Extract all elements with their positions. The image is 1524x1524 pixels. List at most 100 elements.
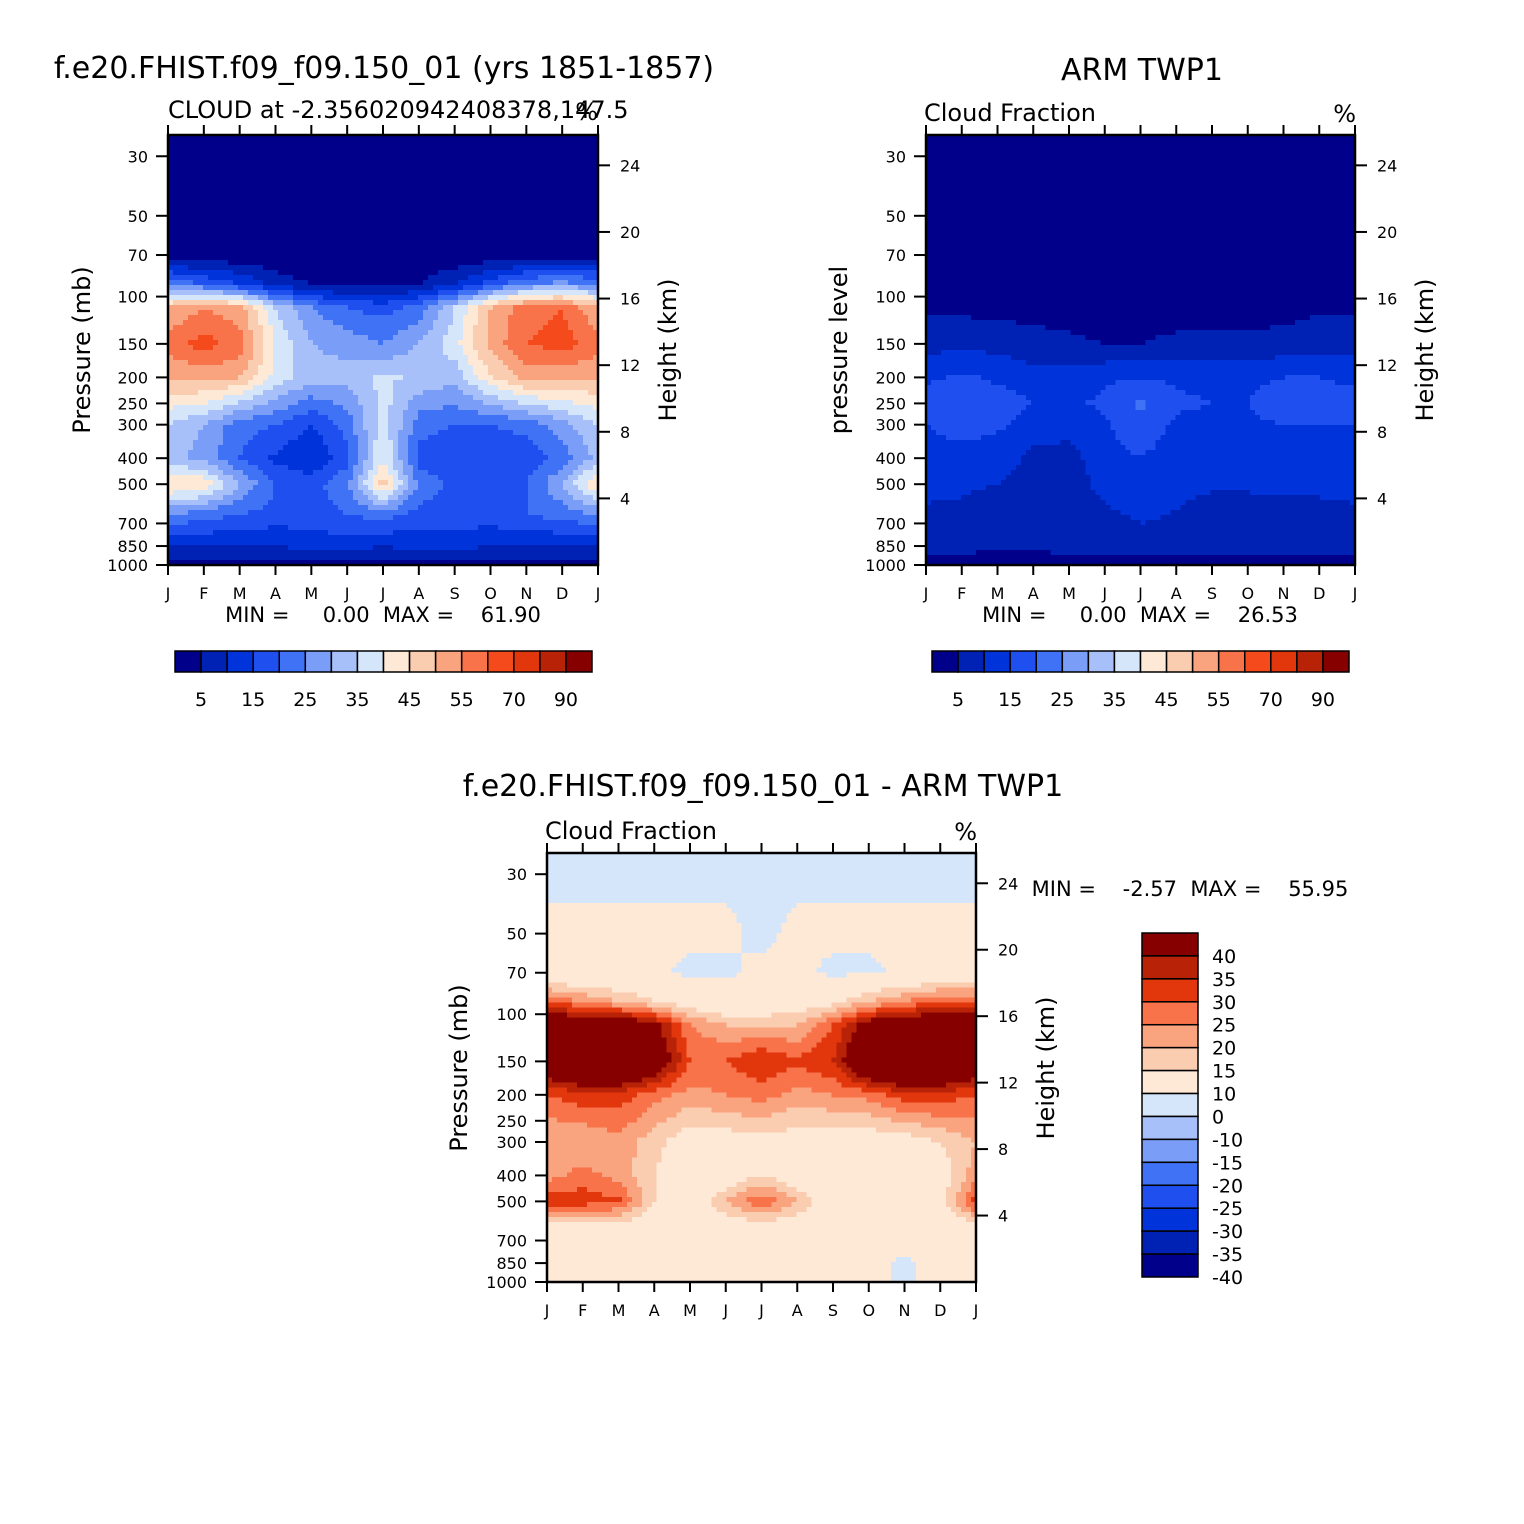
contour-cell	[468, 230, 474, 236]
contour-cell	[273, 330, 279, 336]
contour-cell	[178, 235, 184, 241]
contour-cell	[453, 320, 459, 326]
contour-cell	[553, 145, 559, 151]
contour-cell	[443, 185, 449, 191]
contour-cell	[308, 230, 314, 236]
contour-cell	[533, 170, 539, 176]
contour-cell	[413, 320, 419, 326]
contour-cell	[238, 330, 244, 336]
contour-cell	[193, 245, 199, 251]
contour-cell	[393, 400, 399, 406]
contour-cell	[183, 165, 189, 171]
contour-cell	[323, 405, 329, 411]
contour-cell	[583, 325, 589, 331]
contour-cell	[448, 370, 454, 376]
contour-cell	[208, 320, 214, 326]
contour-cell	[503, 320, 509, 326]
contour-cell	[498, 310, 504, 316]
contour-cell	[293, 420, 299, 426]
contour-cell	[193, 205, 199, 211]
contour-cell	[168, 285, 174, 291]
contour-cell	[553, 205, 559, 211]
contour-cell	[248, 215, 254, 221]
contour-cell	[488, 160, 494, 166]
contour-cell	[443, 145, 449, 151]
contour-cell	[563, 325, 569, 331]
contour-cell	[238, 245, 244, 251]
contour-cell	[278, 135, 284, 141]
contour-cell	[423, 230, 429, 236]
contour-cell	[383, 365, 389, 371]
contour-cell	[248, 240, 254, 246]
contour-cell	[518, 170, 524, 176]
contour-cell	[388, 415, 394, 421]
contour-cell	[178, 360, 184, 366]
contour-cell	[398, 290, 404, 296]
contour-cell	[438, 415, 444, 421]
contour-cell	[368, 175, 374, 181]
contour-cell	[418, 205, 424, 211]
contour-cell	[223, 360, 229, 366]
contour-cell	[453, 150, 459, 156]
contour-cell	[343, 370, 349, 376]
contour-cell	[348, 345, 354, 351]
contour-cell	[233, 410, 239, 416]
contour-cell	[443, 340, 449, 346]
contour-cell	[478, 405, 484, 411]
contour-cell	[263, 160, 269, 166]
contour-cell	[403, 160, 409, 166]
contour-cell	[463, 405, 469, 411]
contour-cell	[478, 320, 484, 326]
contour-cell	[423, 395, 429, 401]
contour-cell	[168, 250, 174, 256]
contour-cell	[263, 245, 269, 251]
contour-cell	[393, 250, 399, 256]
contour-cell	[183, 215, 189, 221]
contour-cell	[548, 370, 554, 376]
contour-cell	[503, 350, 509, 356]
contour-cell	[263, 420, 269, 426]
contour-cell	[523, 225, 529, 231]
contour-cell	[243, 170, 249, 176]
contour-cell	[313, 355, 319, 361]
contour-cell	[493, 360, 499, 366]
contour-cell	[458, 160, 464, 166]
contour-cell	[278, 315, 284, 321]
contour-cell	[393, 210, 399, 216]
contour-cell	[413, 160, 419, 166]
contour-cell	[213, 210, 219, 216]
contour-cell	[298, 365, 304, 371]
contour-cell	[588, 300, 594, 306]
contour-cell	[268, 260, 274, 266]
contour-cell	[558, 170, 564, 176]
contour-cell	[288, 165, 294, 171]
contour-cell	[498, 325, 504, 331]
contour-cell	[258, 205, 264, 211]
contour-cell	[548, 140, 554, 146]
contour-cell	[593, 400, 599, 406]
contour-cell	[213, 180, 219, 186]
contour-cell	[343, 170, 349, 176]
contour-cell	[468, 255, 474, 261]
contour-cell	[408, 225, 414, 231]
contour-cell	[298, 355, 304, 361]
contour-cell	[228, 195, 234, 201]
contour-cell	[268, 395, 274, 401]
contour-cell	[168, 195, 174, 201]
contour-cell	[463, 160, 469, 166]
contour-cell	[298, 230, 304, 236]
contour-cell	[478, 175, 484, 181]
contour-cell	[403, 195, 409, 201]
contour-cell	[288, 305, 294, 311]
contour-cell	[313, 245, 319, 251]
contour-cell	[223, 410, 229, 416]
contour-cell	[258, 165, 264, 171]
contour-cell	[328, 330, 334, 336]
contour-cell	[413, 275, 419, 281]
contour-cell	[313, 330, 319, 336]
contour-cell	[563, 420, 569, 426]
contour-cell	[243, 175, 249, 181]
contour-cell	[348, 175, 354, 181]
contour-cell	[273, 140, 279, 146]
contour-cell	[568, 355, 574, 361]
